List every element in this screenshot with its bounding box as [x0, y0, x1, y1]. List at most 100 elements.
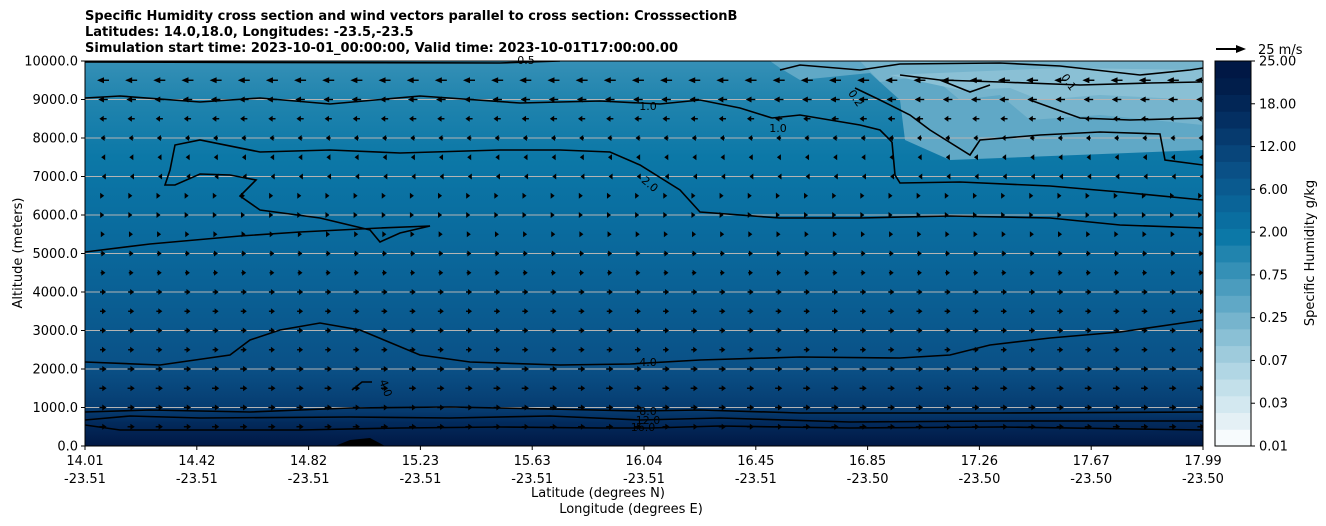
wind-arrow [550, 212, 555, 218]
wind-arrow [888, 250, 894, 257]
colorbar-band [1215, 245, 1251, 263]
wind-arrow [209, 77, 222, 84]
wind-arrow [212, 404, 220, 411]
wind-arrow [719, 327, 726, 334]
wind-arrow [1139, 96, 1150, 103]
wind-arrow [1029, 269, 1035, 276]
wind-arrow [775, 404, 783, 411]
wind-arrow [1168, 96, 1178, 103]
wind-arrow [522, 327, 529, 334]
x-tick-label-lon: -23.51 [64, 472, 106, 487]
wind-arrow [185, 154, 190, 161]
x-tick-label-lat: 16.85 [849, 454, 886, 469]
wind-key-arrowhead [1236, 45, 1246, 53]
wind-arrow [268, 115, 276, 122]
x-axis-label-lat: Latitude (degrees N) [531, 486, 665, 501]
wind-arrow [579, 250, 585, 257]
wind-arrow [747, 212, 752, 218]
wind-arrow [270, 173, 275, 180]
wind-arrow [241, 231, 246, 238]
y-axis-label: Altitude (meters) [11, 198, 26, 309]
wind-arrow [354, 154, 359, 161]
wind-arrow [269, 269, 275, 276]
wind-arrow [1197, 423, 1203, 430]
wind-arrow [125, 77, 138, 84]
wind-arrow [747, 289, 754, 295]
wind-arrow [663, 212, 668, 218]
colorbar-tick-label: 0.01 [1259, 440, 1288, 455]
wind-arrow [916, 346, 923, 353]
wind-arrow [662, 404, 670, 411]
x-tick-label-lat: 14.01 [66, 454, 103, 469]
wind-arrow [690, 115, 698, 122]
wind-arrow [859, 404, 867, 411]
wind-arrow [295, 96, 305, 103]
wind-arrow [888, 269, 894, 276]
wind-arrow [1143, 173, 1148, 180]
wind-arrow [98, 96, 108, 103]
wind-arrow [409, 346, 416, 353]
wind-arrow [494, 346, 501, 353]
wind-arrow [606, 385, 614, 392]
wind-arrow [663, 231, 668, 238]
wind-arrow [972, 212, 977, 218]
wind-arrow [664, 173, 669, 180]
colorbar-band [1215, 178, 1251, 196]
wind-key: 25 m/s [1216, 43, 1303, 58]
wind-arrow [1029, 212, 1034, 218]
wind-arrow [1141, 327, 1148, 334]
wind-arrow [297, 269, 303, 276]
wind-arrow [972, 366, 980, 372]
wind-arrow [719, 289, 726, 295]
wind-arrow [944, 115, 952, 122]
wind-arrow [410, 135, 416, 141]
wind-arrow [438, 212, 443, 218]
wind-arrow [972, 308, 979, 315]
wind-arrow [127, 115, 135, 122]
wind-arrow [464, 96, 474, 103]
wind-arrow [241, 269, 247, 276]
wind-arrow [1198, 231, 1203, 238]
wind-arrow [270, 154, 275, 161]
wind-arrow [466, 231, 471, 238]
wind-arrow [860, 269, 866, 276]
wind-arrow [353, 250, 359, 257]
wind-arrow [1059, 173, 1064, 180]
wind-arrow [744, 77, 757, 84]
wind-arrow [1082, 77, 1095, 84]
wind-arrow [1197, 404, 1203, 411]
wind-arrow [690, 423, 698, 430]
wind-arrow [127, 366, 135, 372]
wind-arrow [885, 77, 898, 84]
wind-arrow [325, 289, 332, 295]
contour-label-12.0: 12.0 [636, 414, 661, 427]
wind-arrow [155, 404, 163, 411]
title-line-2: Latitudes: 14.0,18.0, Longitudes: -23.5,… [85, 25, 414, 40]
wind-arrow [1142, 269, 1148, 276]
wind-arrow [663, 135, 669, 141]
wind-arrow [1027, 96, 1037, 103]
wind-arrow [158, 173, 163, 180]
wind-arrow [662, 366, 670, 372]
wind-arrow [917, 231, 922, 238]
wind-arrow [917, 250, 922, 257]
wind-arrow [1000, 404, 1008, 411]
wind-arrow [128, 135, 134, 141]
wind-arrow [467, 173, 472, 180]
wind-arrow [773, 96, 784, 103]
wind-arrow [719, 269, 725, 276]
wind-arrow [494, 327, 501, 334]
wind-arrow [240, 366, 248, 372]
wind-arrow [380, 366, 389, 372]
wind-arrow [831, 385, 839, 392]
wind-arrow [1001, 135, 1007, 141]
wind-arrow [409, 327, 416, 334]
wind-arrow [240, 346, 247, 353]
wind-arrow [1028, 404, 1036, 411]
colorbar-band [1215, 429, 1251, 447]
wind-arrow [1112, 385, 1121, 392]
wind-arrow [296, 385, 304, 392]
wind-arrow [212, 327, 219, 334]
wind-arrow [100, 192, 105, 199]
wind-arrow [635, 269, 641, 276]
